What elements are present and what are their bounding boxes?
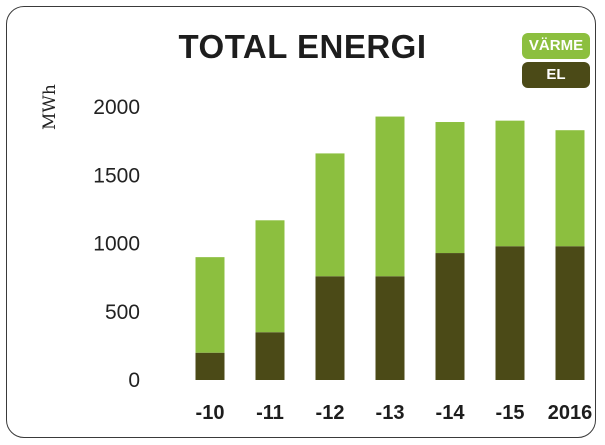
chart-title: TOTAL ENERGI bbox=[178, 28, 427, 65]
bar-el bbox=[495, 246, 525, 380]
bar-el bbox=[315, 276, 345, 380]
bar-varme bbox=[315, 153, 345, 277]
bar-el bbox=[255, 332, 285, 380]
x-tick-label: -11 bbox=[256, 402, 284, 424]
bar-varme bbox=[195, 257, 225, 353]
bar-varme bbox=[435, 122, 465, 254]
bar-varme bbox=[555, 130, 585, 247]
y-tick-label: 500 bbox=[105, 301, 140, 324]
bar-el bbox=[375, 276, 405, 380]
bar-el bbox=[435, 253, 465, 380]
y-tick-label: 0 bbox=[128, 369, 140, 392]
legend-label-varme: VÄRME bbox=[528, 37, 584, 54]
y-tick-label: 2000 bbox=[93, 96, 140, 119]
x-tick-label: -10 bbox=[196, 402, 225, 424]
bar-varme bbox=[375, 116, 405, 277]
legend-item-el: EL bbox=[522, 62, 590, 88]
x-tick-label: -12 bbox=[316, 402, 345, 424]
bar-varme bbox=[495, 120, 525, 247]
bar-el bbox=[195, 352, 225, 380]
legend-label-el: EL bbox=[546, 66, 566, 83]
x-tick-label: -13 bbox=[376, 402, 405, 424]
x-tick-label: -15 bbox=[496, 402, 525, 424]
x-tick-label: -14 bbox=[436, 402, 466, 424]
bar-el bbox=[555, 246, 585, 380]
y-tick-label: 1500 bbox=[93, 164, 140, 187]
bar-varme bbox=[255, 220, 285, 333]
x-tick-label: 2016 bbox=[548, 402, 593, 424]
legend-item-varme: VÄRME bbox=[522, 33, 590, 59]
y-tick-label: 1000 bbox=[93, 233, 140, 256]
